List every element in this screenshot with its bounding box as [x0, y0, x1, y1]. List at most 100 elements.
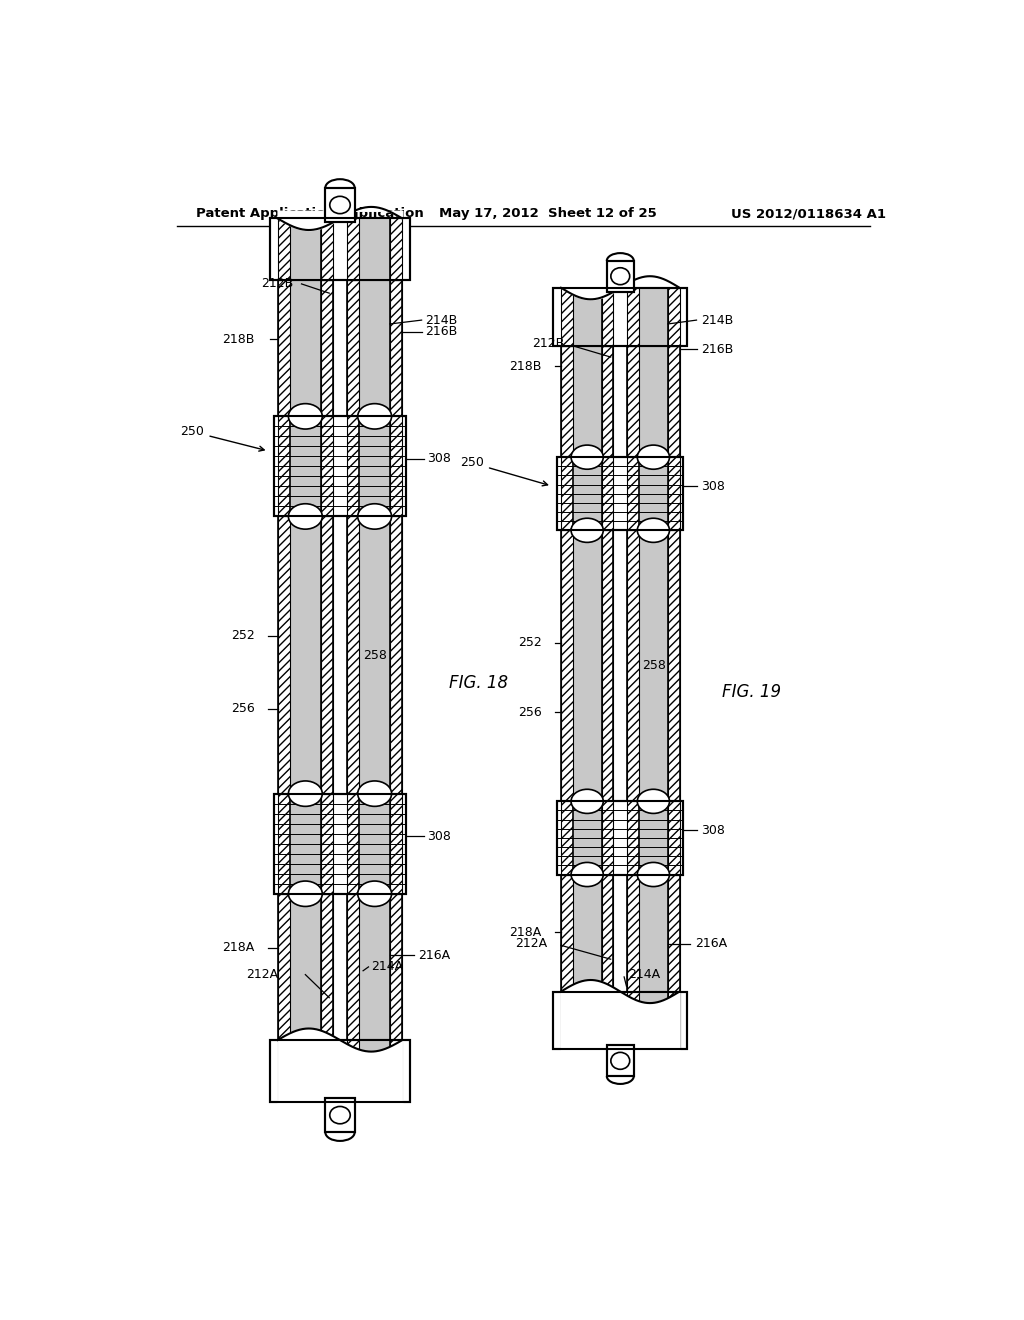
- Text: 218B: 218B: [222, 333, 255, 346]
- Ellipse shape: [637, 445, 670, 469]
- Bar: [572, 991, 602, 1049]
- Bar: [390, 1040, 402, 1102]
- Text: 218B: 218B: [509, 360, 542, 372]
- Bar: [561, 288, 572, 346]
- Bar: [347, 280, 359, 1040]
- Bar: [639, 801, 668, 875]
- Bar: [557, 457, 683, 531]
- Text: 258: 258: [643, 659, 667, 672]
- Bar: [290, 280, 321, 1040]
- Bar: [557, 457, 683, 531]
- Bar: [628, 801, 639, 875]
- Bar: [273, 416, 407, 516]
- Ellipse shape: [637, 862, 670, 887]
- Bar: [270, 1040, 410, 1102]
- Ellipse shape: [637, 519, 670, 543]
- Bar: [639, 288, 668, 346]
- Bar: [553, 288, 687, 346]
- Ellipse shape: [611, 268, 630, 285]
- Ellipse shape: [357, 880, 391, 907]
- Ellipse shape: [330, 197, 350, 214]
- Text: 250: 250: [460, 457, 548, 486]
- Text: 308: 308: [701, 824, 725, 837]
- Text: 216B: 216B: [425, 325, 458, 338]
- Ellipse shape: [289, 404, 323, 429]
- Bar: [359, 793, 390, 894]
- Text: 252: 252: [518, 636, 542, 649]
- Bar: [347, 416, 359, 516]
- Bar: [561, 457, 572, 531]
- Text: 216A: 216A: [418, 949, 450, 962]
- Ellipse shape: [330, 1106, 350, 1123]
- Text: 252: 252: [230, 630, 255, 643]
- Bar: [347, 1040, 359, 1102]
- Ellipse shape: [611, 1052, 630, 1069]
- Bar: [321, 1040, 333, 1102]
- Bar: [668, 457, 680, 531]
- Bar: [326, 1098, 354, 1133]
- Ellipse shape: [571, 789, 603, 813]
- Text: 256: 256: [518, 705, 542, 718]
- Text: 212A: 212A: [247, 968, 279, 981]
- Bar: [553, 991, 687, 1049]
- Bar: [290, 1040, 321, 1102]
- Text: Patent Application Publication: Patent Application Publication: [196, 207, 424, 220]
- Bar: [602, 457, 613, 531]
- Text: 216A: 216A: [695, 937, 727, 950]
- Bar: [273, 416, 407, 516]
- Ellipse shape: [637, 789, 670, 813]
- Bar: [572, 801, 602, 875]
- Bar: [273, 793, 407, 894]
- Text: FIG. 19: FIG. 19: [722, 682, 781, 701]
- Bar: [668, 346, 680, 991]
- Bar: [602, 288, 613, 346]
- Text: 308: 308: [427, 453, 451, 465]
- Text: 258: 258: [364, 648, 387, 661]
- Bar: [347, 219, 359, 280]
- Bar: [290, 793, 321, 894]
- Bar: [607, 1045, 634, 1076]
- Bar: [273, 793, 407, 894]
- Ellipse shape: [357, 781, 391, 807]
- Bar: [321, 280, 333, 1040]
- Bar: [321, 219, 333, 280]
- Ellipse shape: [357, 504, 391, 529]
- Ellipse shape: [571, 445, 603, 469]
- Bar: [278, 793, 290, 894]
- Bar: [628, 288, 639, 346]
- Bar: [278, 416, 290, 516]
- Text: May 17, 2012  Sheet 12 of 25: May 17, 2012 Sheet 12 of 25: [438, 207, 656, 220]
- Bar: [326, 187, 354, 222]
- Bar: [278, 219, 290, 280]
- Bar: [359, 1040, 390, 1102]
- Bar: [390, 416, 402, 516]
- Bar: [602, 801, 613, 875]
- Bar: [561, 991, 572, 1049]
- Bar: [278, 1040, 290, 1102]
- Ellipse shape: [289, 504, 323, 529]
- Bar: [572, 346, 602, 991]
- Bar: [359, 416, 390, 516]
- Bar: [326, 187, 354, 222]
- Text: 214A: 214A: [371, 961, 402, 973]
- Text: 308: 308: [427, 829, 451, 842]
- Ellipse shape: [571, 519, 603, 543]
- Bar: [278, 280, 290, 1040]
- Bar: [639, 457, 668, 531]
- Text: 214B: 214B: [425, 314, 458, 326]
- Text: 214A: 214A: [628, 968, 660, 981]
- Text: 212B: 212B: [261, 277, 294, 290]
- Bar: [557, 801, 683, 875]
- Bar: [390, 280, 402, 1040]
- Bar: [561, 346, 572, 991]
- Text: 308: 308: [701, 479, 725, 492]
- Text: 212A: 212A: [515, 937, 547, 950]
- Bar: [553, 288, 687, 346]
- Bar: [557, 801, 683, 875]
- Text: US 2012/0118634 A1: US 2012/0118634 A1: [731, 207, 886, 220]
- Ellipse shape: [357, 404, 391, 429]
- Bar: [628, 346, 639, 991]
- Text: 214B: 214B: [701, 314, 733, 326]
- Text: 218A: 218A: [222, 941, 255, 954]
- Bar: [270, 1040, 410, 1102]
